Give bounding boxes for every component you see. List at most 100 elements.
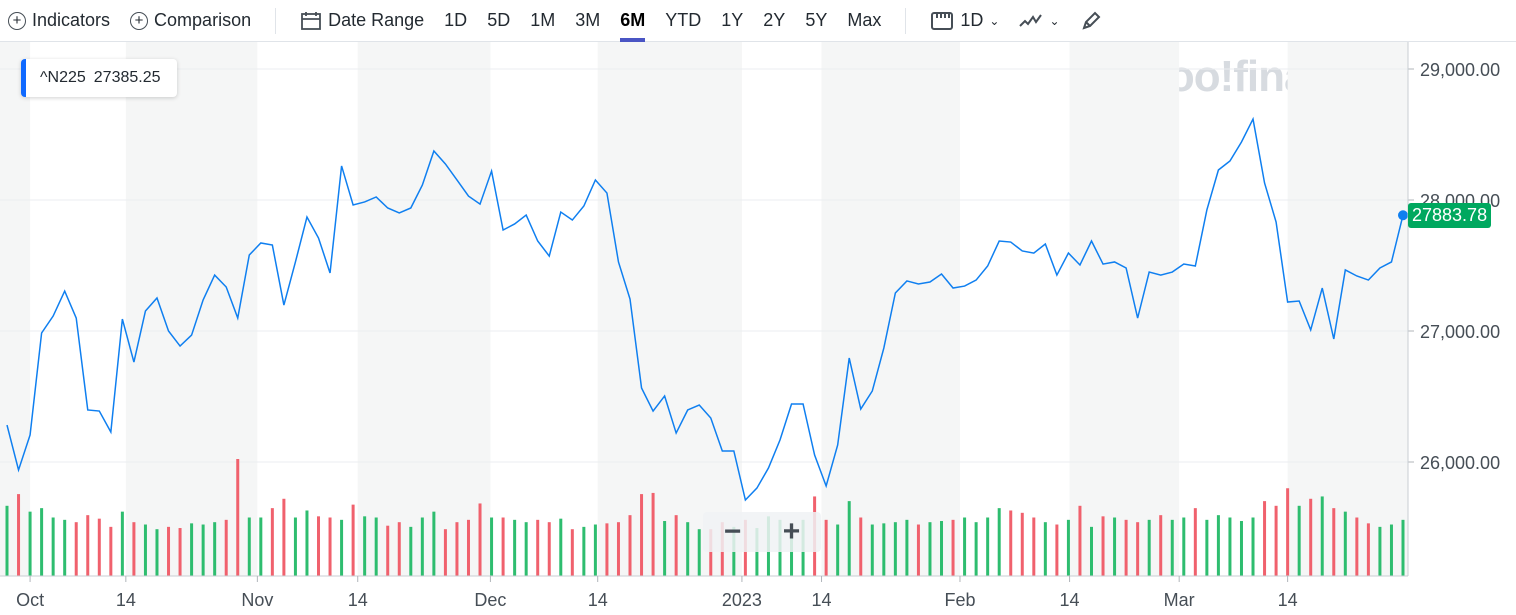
volume-bar xyxy=(847,501,851,576)
volume-bar xyxy=(1078,505,1082,576)
volume-bar xyxy=(259,517,263,576)
x-tick-label: Oct xyxy=(16,590,44,610)
chart-toolbar: + Indicators + Comparison Date Range 1D 5D 1… xyxy=(0,0,1516,42)
chart-type-dropdown[interactable]: ⌄ xyxy=(1019,0,1060,42)
volume-bar xyxy=(1170,519,1174,576)
shaded-band xyxy=(1287,42,1408,576)
range-tab-5d[interactable]: 5D xyxy=(487,10,511,30)
zoom-out-button[interactable]: − xyxy=(723,515,742,548)
volume-bar xyxy=(974,522,978,576)
volume-bar xyxy=(997,508,1001,576)
volume-bar xyxy=(524,522,528,576)
volume-bar xyxy=(1286,488,1290,576)
line-chart-icon xyxy=(1019,13,1043,27)
range-tab-6m[interactable]: 6M xyxy=(620,0,646,42)
volume-bar xyxy=(1193,508,1197,576)
volume-bar xyxy=(663,521,667,576)
y-tick-label: 27,000.00 xyxy=(1420,322,1500,342)
volume-bar xyxy=(1389,524,1393,576)
shaded-band xyxy=(821,42,960,576)
volume-bar xyxy=(363,516,367,576)
volume-bar xyxy=(317,516,321,576)
chevron-down-icon: ⌄ xyxy=(1049,13,1060,28)
volume-bar xyxy=(501,517,505,576)
volume-bar xyxy=(17,494,21,576)
volume-bar xyxy=(1020,512,1024,576)
range-tab-1d[interactable]: 1D xyxy=(444,10,468,30)
zoom-controls: − + xyxy=(703,512,821,552)
range-tab-3m[interactable]: 3M xyxy=(575,10,601,30)
divider xyxy=(905,7,907,34)
volume-bar xyxy=(1089,526,1093,576)
plus-circle-icon: + xyxy=(8,11,26,30)
volume-bar xyxy=(593,524,597,576)
volume-bar xyxy=(1251,517,1255,576)
volume-bar xyxy=(247,517,251,576)
indicators-button[interactable]: + Indicators xyxy=(8,0,110,42)
volume-bar xyxy=(190,523,194,576)
range-tab-1m[interactable]: 1M xyxy=(530,10,556,30)
volume-bar xyxy=(213,522,217,576)
volume-bar xyxy=(386,525,390,576)
volume-bar xyxy=(443,529,447,576)
volume-bar xyxy=(1263,501,1267,576)
volume-bar xyxy=(167,526,171,576)
x-tick-label: 14 xyxy=(588,590,608,610)
date-range-button[interactable]: Date Range xyxy=(300,0,424,42)
volume-bar xyxy=(928,522,932,576)
x-tick-label: Mar xyxy=(1164,590,1195,610)
x-tick-label: Feb xyxy=(944,590,975,610)
volume-bar xyxy=(1228,517,1232,576)
volume-bar xyxy=(859,517,863,576)
volume-bar xyxy=(686,522,690,576)
interval-dropdown[interactable]: 1D ⌄ xyxy=(930,0,999,42)
volume-bar xyxy=(951,519,955,576)
volume-bar xyxy=(628,515,632,576)
volume-bar xyxy=(1147,519,1151,576)
draw-button[interactable] xyxy=(1080,0,1102,42)
volume-bar xyxy=(1066,519,1070,576)
x-tick-label: Nov xyxy=(241,590,273,610)
volume-bar xyxy=(1055,524,1059,576)
chevron-down-icon: ⌄ xyxy=(989,13,1000,28)
volume-bar xyxy=(905,519,909,576)
volume-bar xyxy=(1032,517,1036,576)
volume-bar xyxy=(74,522,78,576)
x-tick-label: 14 xyxy=(1060,590,1080,610)
range-tab-2y[interactable]: 2Y xyxy=(763,10,786,30)
range-tabs: 1D 5D 1M 3M 6M YTD 1Y 2Y 5Y Max xyxy=(444,0,901,42)
range-tab-5y[interactable]: 5Y xyxy=(805,10,828,30)
x-tick-label: Dec xyxy=(474,590,506,610)
volume-bar xyxy=(547,522,551,576)
volume-bar xyxy=(374,517,378,576)
volume-bar xyxy=(651,492,655,576)
volume-bar xyxy=(836,524,840,576)
volume-bar xyxy=(1113,517,1117,576)
volume-bar xyxy=(1136,522,1140,576)
volume-bar xyxy=(432,511,436,576)
zoom-in-button[interactable]: + xyxy=(782,515,801,548)
volume-bar xyxy=(1239,521,1243,576)
volume-bar xyxy=(1101,516,1105,576)
plus-circle-icon: + xyxy=(130,11,149,30)
volume-bar xyxy=(1182,517,1186,576)
volume-bar xyxy=(824,519,828,576)
comparison-button[interactable]: + Comparison xyxy=(130,0,251,42)
range-tab-1y[interactable]: 1Y xyxy=(721,10,744,30)
volume-bar xyxy=(963,517,967,576)
y-tick-label: 26,000.00 xyxy=(1420,453,1500,473)
volume-bar xyxy=(397,522,401,576)
volume-bar xyxy=(466,519,470,576)
volume-bar xyxy=(582,526,586,576)
volume-bar xyxy=(1274,505,1278,576)
volume-bar xyxy=(109,526,113,576)
volume-bar xyxy=(605,523,609,576)
range-tab-max[interactable]: Max xyxy=(847,10,882,30)
pencil-icon xyxy=(1081,11,1100,30)
volume-bar xyxy=(178,528,182,576)
volume-bar xyxy=(40,508,44,576)
range-tab-ytd[interactable]: YTD xyxy=(665,10,702,30)
volume-bar xyxy=(351,504,355,576)
price-line xyxy=(6,116,1404,502)
